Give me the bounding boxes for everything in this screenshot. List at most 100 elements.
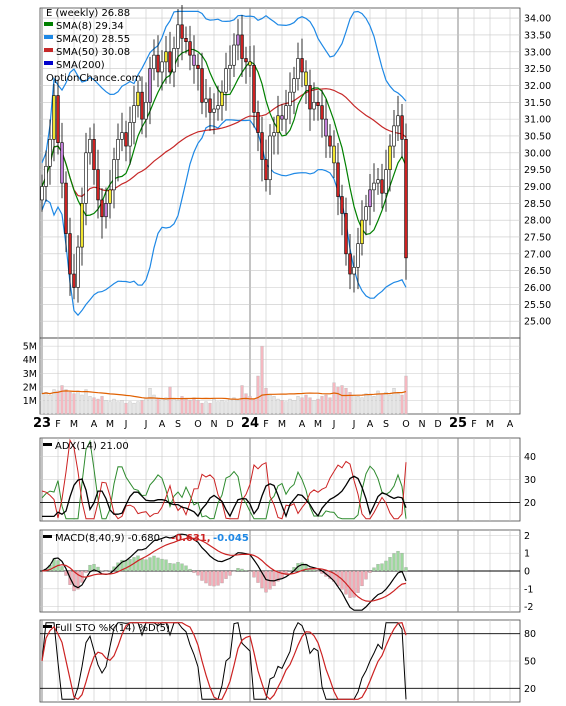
legend-swatch bbox=[43, 535, 52, 538]
volume-bar bbox=[196, 400, 200, 415]
candle-body bbox=[192, 54, 196, 66]
volume-bar bbox=[396, 393, 400, 415]
macd-histogram-bar bbox=[204, 570, 208, 584]
volume-average-line bbox=[41, 390, 407, 400]
candle-body bbox=[388, 145, 392, 170]
volume-bar bbox=[156, 397, 160, 415]
macd-histogram-bar bbox=[348, 570, 352, 598]
volume-bar bbox=[164, 397, 168, 415]
x-axis-label: 25 bbox=[449, 416, 467, 431]
volume-bar bbox=[216, 401, 220, 415]
candle-body bbox=[300, 58, 304, 73]
volume-bar bbox=[296, 396, 300, 415]
volume-tick-label: 2M bbox=[23, 382, 37, 393]
x-axis-label: M bbox=[70, 419, 78, 430]
x-axis-label: J bbox=[124, 419, 128, 430]
macd-histogram-bar bbox=[140, 558, 144, 572]
legend-swatch bbox=[44, 61, 53, 65]
candle-body bbox=[252, 64, 256, 113]
macd-tick-label: -1 bbox=[524, 584, 533, 595]
x-axis-label: S bbox=[383, 419, 389, 430]
candle-body bbox=[316, 101, 320, 106]
volume-bar bbox=[176, 400, 180, 415]
candle-body bbox=[280, 115, 284, 120]
volume-bar bbox=[60, 385, 64, 415]
adx-tick-label: 40 bbox=[524, 452, 536, 463]
price-y-tick-label: 33.00 bbox=[524, 47, 551, 58]
candle-body bbox=[240, 34, 244, 59]
candle-body bbox=[212, 108, 216, 113]
macd-legend-label: -0.631, bbox=[171, 533, 211, 544]
sto-tick-label: 20 bbox=[524, 684, 536, 695]
macd-histogram-bar bbox=[176, 562, 180, 572]
macd-histogram-bar bbox=[336, 570, 340, 587]
macd-histogram-bar bbox=[216, 570, 220, 586]
candle-body bbox=[268, 135, 272, 181]
candle-body bbox=[312, 101, 316, 110]
macd-histogram-bar bbox=[404, 567, 408, 572]
candle-body bbox=[244, 58, 248, 63]
watermark-label: OptionChance.com bbox=[46, 73, 141, 84]
price-y-tick-label: 31.00 bbox=[524, 115, 551, 126]
volume-bar bbox=[344, 388, 348, 415]
candle-body bbox=[88, 139, 92, 154]
axes-layer: 34.00 33.50 33.00 32.50 32.00 31.50 31.00 30.50… bbox=[23, 14, 551, 695]
macd-histogram-bar bbox=[144, 559, 148, 572]
macd-histogram-bar bbox=[352, 570, 356, 598]
volume-bar bbox=[316, 398, 320, 415]
candle-body bbox=[200, 68, 204, 103]
macd-histogram-bar bbox=[156, 557, 160, 572]
candle-body bbox=[128, 122, 132, 147]
price-y-tick-label: 26.50 bbox=[524, 266, 551, 277]
macd-histogram-bar bbox=[108, 570, 112, 572]
di-minus-line bbox=[41, 438, 407, 520]
volume-bar bbox=[48, 394, 52, 415]
volume-bar bbox=[244, 393, 248, 415]
price-panel bbox=[40, 4, 408, 317]
x-axis-label: N bbox=[210, 419, 217, 430]
candle-body bbox=[84, 152, 88, 204]
macd-histogram-bar bbox=[400, 552, 404, 572]
candle-body bbox=[400, 115, 404, 140]
volume-bar bbox=[280, 400, 284, 415]
volume-bar bbox=[248, 396, 252, 415]
price-y-tick-label: 25.50 bbox=[524, 300, 551, 311]
candle-body bbox=[368, 189, 372, 207]
candle-body bbox=[224, 68, 228, 93]
candle-body bbox=[152, 54, 156, 69]
macd-histogram-bar bbox=[376, 564, 380, 572]
macd-histogram-bar bbox=[148, 557, 152, 572]
grid-layer bbox=[39, 7, 521, 703]
x-axis-label: M bbox=[278, 419, 286, 430]
x-axis-label: F bbox=[55, 419, 60, 430]
macd-legend-label: -0.045 bbox=[213, 533, 249, 544]
candle-body bbox=[396, 115, 400, 127]
volume-bar bbox=[96, 398, 100, 415]
candle-body bbox=[216, 105, 220, 110]
candle-body bbox=[164, 51, 168, 63]
volume-bar bbox=[256, 375, 260, 415]
volume-bar bbox=[200, 402, 204, 415]
volume-bar bbox=[152, 394, 156, 415]
candle-body bbox=[116, 139, 120, 160]
macd-tick-label: -2 bbox=[524, 602, 533, 613]
macd-histogram-bar bbox=[208, 570, 212, 586]
candle-body bbox=[308, 85, 312, 110]
macd-histogram-bar bbox=[192, 570, 196, 573]
volume-tick-label: 4M bbox=[23, 355, 37, 366]
volume-bar bbox=[292, 400, 296, 415]
price-y-tick-label: 27.50 bbox=[524, 232, 551, 243]
candle-body bbox=[260, 132, 264, 160]
legend-label: SMA(50) 30.08 bbox=[56, 47, 130, 58]
price-y-tick-label: 30.50 bbox=[524, 131, 551, 142]
macd-histogram-bar bbox=[124, 560, 128, 572]
candle-body bbox=[176, 24, 180, 49]
candle-body bbox=[48, 139, 52, 167]
macd-histogram-bar bbox=[388, 557, 392, 572]
candle-body bbox=[208, 98, 212, 113]
candle-body bbox=[96, 169, 100, 201]
candle-body bbox=[148, 68, 152, 103]
candle-body bbox=[320, 105, 324, 120]
macd-histogram-bar bbox=[228, 570, 232, 576]
x-axis-label: A bbox=[507, 419, 514, 430]
